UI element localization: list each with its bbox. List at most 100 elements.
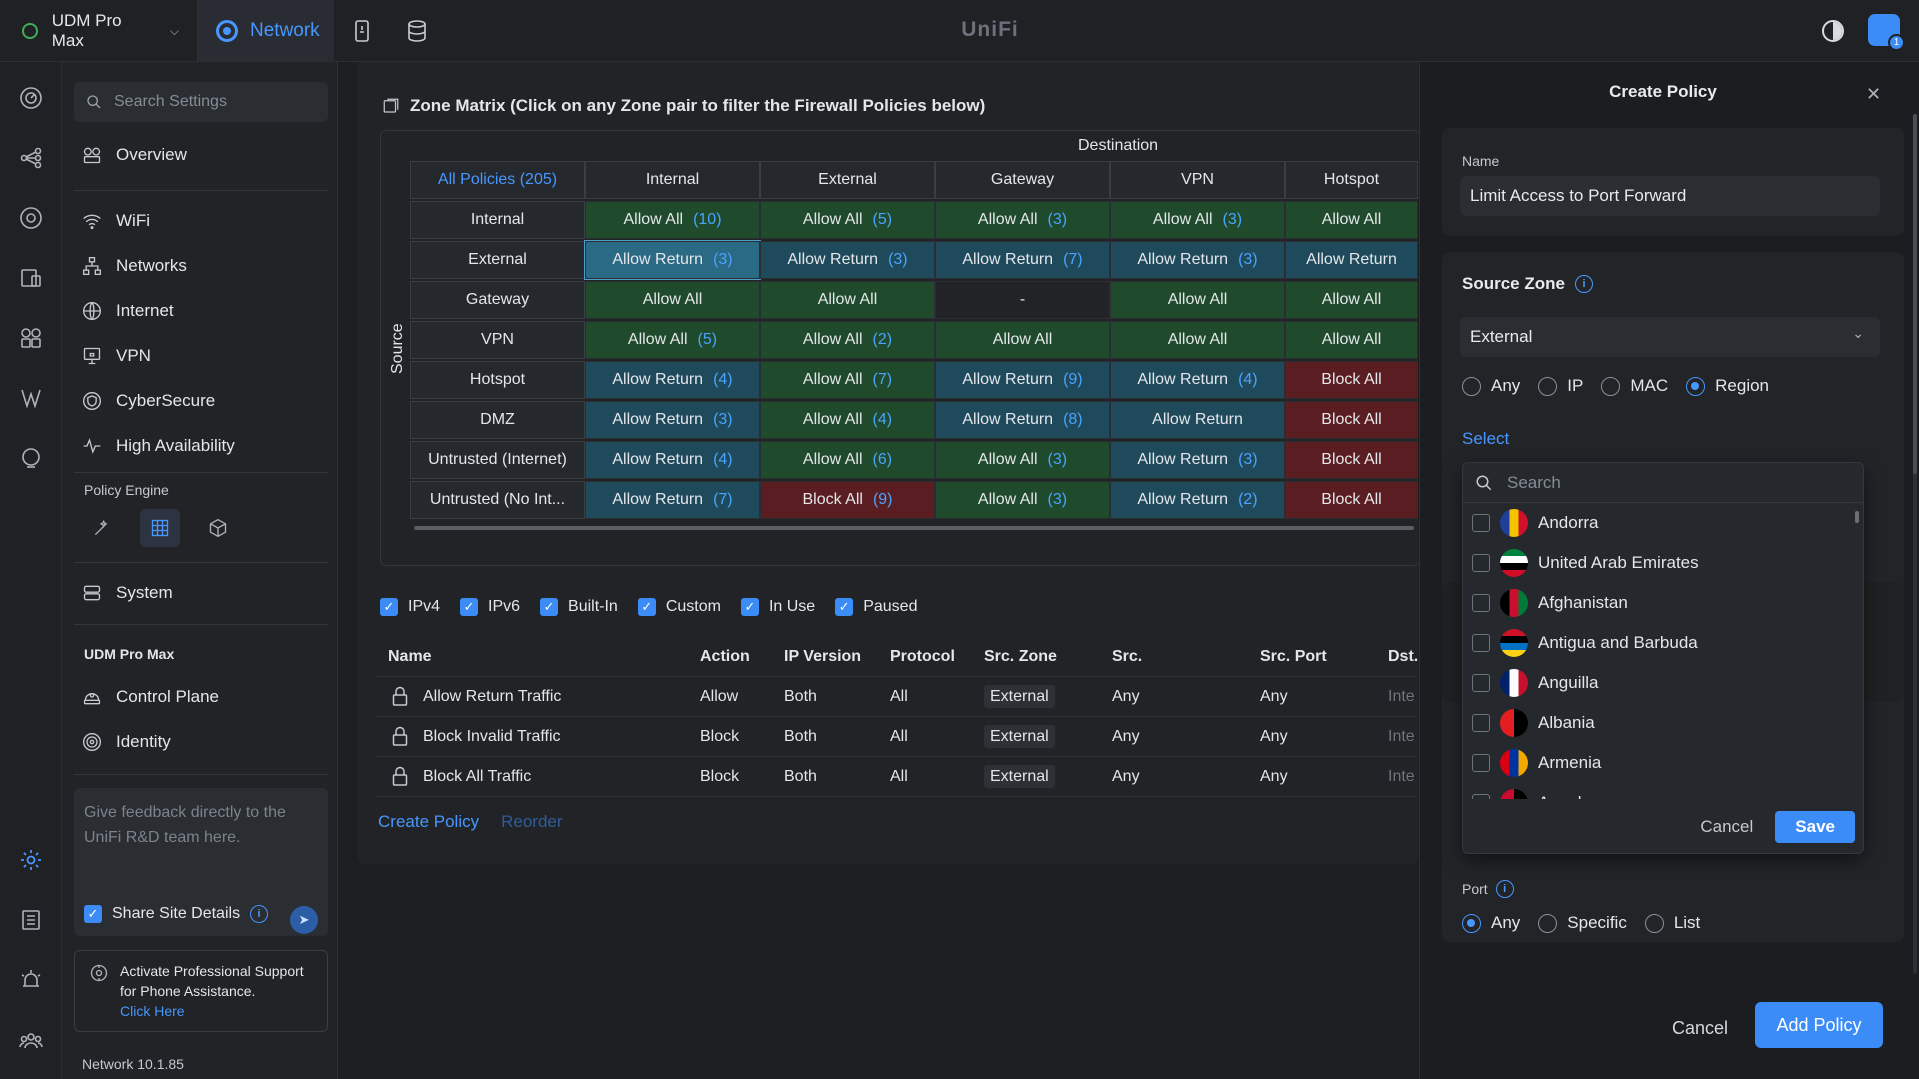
- panel-scrollbar[interactable]: [1913, 114, 1917, 474]
- region-checkbox[interactable]: [1472, 674, 1490, 692]
- dashboard-icon[interactable]: [19, 86, 43, 110]
- matrix-cell[interactable]: Allow Return (3): [1110, 241, 1285, 279]
- matrix-column-header[interactable]: Gateway: [935, 161, 1110, 199]
- sidebar-item-internet[interactable]: Internet: [82, 296, 174, 326]
- port-type-option[interactable]: Specific: [1538, 913, 1627, 933]
- settings-gear-icon[interactable]: [19, 848, 43, 872]
- matrix-cell[interactable]: Allow Return: [1285, 241, 1418, 279]
- policy-name-input[interactable]: Limit Access to Port Forward: [1460, 176, 1880, 216]
- table-header-cell[interactable]: Dst.: [1388, 648, 1419, 665]
- info-icon[interactable]: i: [250, 905, 269, 923]
- source-type-option[interactable]: IP: [1538, 376, 1583, 396]
- radio-icon[interactable]: [1601, 376, 1621, 396]
- source-zone-select[interactable]: External ⌄: [1460, 317, 1880, 357]
- all-policies-cell[interactable]: All Policies (205): [410, 161, 585, 199]
- theme-toggle-icon[interactable]: [1822, 20, 1844, 42]
- matrix-cell[interactable]: Allow All (5): [585, 321, 760, 359]
- matrix-cell[interactable]: Allow All (6): [760, 441, 935, 479]
- insights-icon[interactable]: [19, 386, 43, 410]
- matrix-cell[interactable]: Allow All (3): [1110, 201, 1285, 239]
- object-cube-icon[interactable]: [198, 509, 238, 547]
- matrix-cell[interactable]: Allow Return (2): [1110, 481, 1285, 519]
- unifi-devices-icon[interactable]: [19, 206, 43, 230]
- matrix-cell[interactable]: Allow Return (9): [935, 361, 1110, 399]
- matrix-cell[interactable]: Allow All (4): [760, 401, 935, 439]
- logs-icon[interactable]: [19, 908, 43, 932]
- port-type-option[interactable]: List: [1644, 913, 1700, 933]
- apps-grid-icon[interactable]: [19, 326, 43, 350]
- avatar[interactable]: 1: [1868, 14, 1905, 51]
- sidebar-item-control-plane[interactable]: Control Plane: [82, 682, 219, 712]
- sidebar-item-vpn[interactable]: VPN: [82, 341, 151, 371]
- matrix-cell[interactable]: -: [935, 281, 1110, 319]
- matrix-cell[interactable]: Block All: [1285, 361, 1418, 399]
- port-type-option[interactable]: Any: [1462, 913, 1520, 933]
- cancel-button[interactable]: Cancel: [1672, 1018, 1729, 1038]
- matrix-row-header[interactable]: Untrusted (No Int...: [410, 481, 585, 519]
- table-cell[interactable]: Allow Return Traffic: [423, 688, 562, 705]
- matrix-row-header[interactable]: Untrusted (Internet): [410, 441, 585, 479]
- table-header-cell[interactable]: Src. Port: [1260, 648, 1327, 665]
- matrix-cell[interactable]: Allow Return (7): [935, 241, 1110, 279]
- matrix-cell[interactable]: Allow All: [1285, 281, 1418, 319]
- source-type-option[interactable]: Any: [1462, 376, 1520, 396]
- filter-checkbox[interactable]: ✓ IPv6: [460, 598, 520, 616]
- matrix-cell[interactable]: Allow All (3): [935, 201, 1110, 239]
- sidebar-item-overview[interactable]: Overview: [82, 140, 187, 170]
- radio-icon[interactable]: [1644, 913, 1664, 933]
- feedback-textarea[interactable]: Give feedback directly to the UniFi R&D …: [74, 788, 328, 936]
- matrix-cell[interactable]: Allow Return (4): [1110, 361, 1285, 399]
- collapse-icon[interactable]: [382, 97, 400, 115]
- table-header-cell[interactable]: Src.: [1112, 648, 1143, 665]
- sidebar-item-networks[interactable]: Networks: [82, 251, 187, 281]
- region-checkbox[interactable]: [1472, 714, 1490, 732]
- matrix-cell[interactable]: Allow Return (3): [585, 401, 760, 439]
- table-header-cell[interactable]: Src. Zone: [984, 648, 1057, 665]
- matrix-cell[interactable]: Allow Return (4): [585, 441, 760, 479]
- matrix-cell[interactable]: Allow All (2): [760, 321, 935, 359]
- send-feedback-button[interactable]: ➤: [290, 906, 318, 934]
- matrix-row-header[interactable]: Gateway: [410, 281, 585, 319]
- matrix-cell[interactable]: Allow All: [585, 281, 760, 319]
- matrix-column-header[interactable]: Internal: [585, 161, 760, 199]
- sidebar-item-system[interactable]: System: [82, 578, 173, 608]
- matrix-cell[interactable]: Block All: [1285, 441, 1418, 479]
- share-site-details[interactable]: ✓ Share Site Details i: [84, 905, 269, 923]
- region-option[interactable]: Andorra: [1463, 503, 1863, 543]
- sidebar-item-identity[interactable]: Identity: [82, 727, 171, 757]
- radio-icon[interactable]: [1462, 913, 1481, 933]
- select-region-link[interactable]: Select: [1462, 429, 1510, 448]
- matrix-cell[interactable]: Allow All: [1285, 201, 1418, 239]
- region-checkbox[interactable]: [1472, 754, 1490, 772]
- region-option[interactable]: Albania: [1463, 703, 1863, 743]
- checkbox-checked-icon[interactable]: ✓: [637, 598, 656, 616]
- matrix-cell[interactable]: Allow Return: [1110, 401, 1285, 439]
- checkbox-checked-icon[interactable]: ✓: [540, 598, 559, 616]
- table-header-cell[interactable]: Protocol: [890, 648, 955, 665]
- database-icon[interactable]: [405, 19, 429, 43]
- checkbox-checked-icon[interactable]: ✓: [740, 598, 759, 616]
- table-header-cell[interactable]: Name: [388, 648, 432, 665]
- dropdown-cancel-button[interactable]: Cancel: [1700, 817, 1754, 836]
- matrix-row-header[interactable]: Hotspot: [410, 361, 585, 399]
- radio-icon[interactable]: [1686, 376, 1706, 396]
- dropdown-save-button[interactable]: Save: [1775, 811, 1855, 843]
- sidebar-item-cybersecure[interactable]: CyberSecure: [82, 386, 215, 416]
- region-checkbox[interactable]: [1472, 634, 1490, 652]
- matrix-row-header[interactable]: Internal: [410, 201, 585, 239]
- matrix-cell[interactable]: Allow All: [1110, 321, 1285, 359]
- region-option[interactable]: Antigua and Barbuda: [1463, 623, 1863, 663]
- alarm-icon[interactable]: [19, 968, 43, 992]
- radio-icon[interactable]: [1538, 376, 1558, 396]
- info-icon[interactable]: i: [1495, 880, 1514, 898]
- device-selector[interactable]: UDM Pro Max ⌵: [0, 0, 198, 62]
- region-checkbox[interactable]: [1472, 594, 1490, 612]
- checkbox-checked-icon[interactable]: ✓: [835, 598, 854, 616]
- region-checkbox[interactable]: [1472, 514, 1490, 532]
- filter-checkbox[interactable]: ✓ Built-In: [540, 598, 618, 616]
- matrix-cell[interactable]: Block All: [1285, 481, 1418, 519]
- region-checkbox[interactable]: [1472, 794, 1490, 799]
- table-header-cell[interactable]: IP Version: [784, 648, 862, 665]
- matrix-row-header[interactable]: VPN: [410, 321, 585, 359]
- filter-checkbox[interactable]: ✓ Custom: [637, 598, 721, 616]
